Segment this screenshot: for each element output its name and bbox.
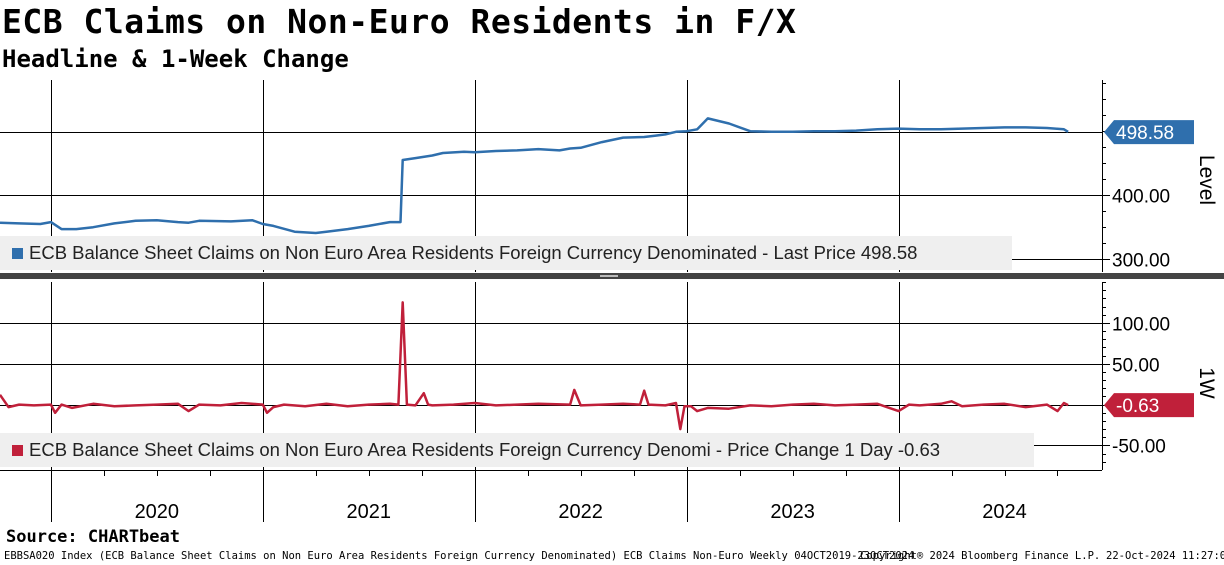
legend-text-0: ECB Balance Sheet Claims on Non Euro Are… (29, 242, 917, 263)
panel-divider-handle (600, 275, 618, 277)
footer-timestamp: 22-Oct-2024 11:27:03 (1106, 550, 1224, 562)
legend-swatch-1 (12, 445, 23, 456)
footer-index-info: EBBSA020 Index (ECB Balance Sheet Claims… (4, 550, 915, 562)
source-label: Source: CHARTbeat (6, 527, 180, 547)
last-value-label-1: -0.63 (1116, 396, 1159, 417)
ytick-label-0-1: 300.00 (1112, 251, 1170, 272)
series-line-1 (0, 301, 1069, 431)
xaxis-label-2020: 2020 (135, 501, 180, 523)
chart-title: ECB Claims on Non-Euro Residents in F/X (2, 2, 797, 41)
xaxis-label-2021: 2021 (346, 501, 391, 523)
legend-swatch-0 (12, 248, 23, 259)
yaxis-title-0: Level (1195, 155, 1218, 205)
legend-box-1 (0, 433, 1034, 467)
ytick-label-1-1: 50.00 (1112, 356, 1160, 377)
yaxis-title-1: 1W (1195, 367, 1218, 399)
series-line-0 (0, 117, 1069, 235)
legend-box-0 (0, 236, 1012, 270)
xaxis-label-2022: 2022 (558, 501, 603, 523)
ytick-label-1-0: 100.00 (1112, 315, 1170, 336)
ytick-label-0-0: 400.00 (1112, 187, 1170, 208)
footer-copyright: Copyright® 2024 Bloomberg Finance L.P. (860, 550, 1101, 562)
xaxis-label-2024: 2024 (982, 501, 1027, 523)
chart-subtitle: Headline & 1-Week Change (2, 45, 349, 73)
ytick-label-1-2: -50.00 (1112, 437, 1166, 458)
last-value-label-0: 498.58 (1116, 123, 1174, 144)
xaxis-label-2023: 2023 (770, 501, 815, 523)
chart-canvas: 400.00 300.00 498.58 ECB Balance Sheet Clai… (0, 80, 1224, 523)
last-value-tag-0 (1104, 120, 1194, 145)
last-value-tag-1 (1104, 393, 1194, 418)
legend-text-1: ECB Balance Sheet Claims on Non Euro Are… (29, 439, 940, 460)
